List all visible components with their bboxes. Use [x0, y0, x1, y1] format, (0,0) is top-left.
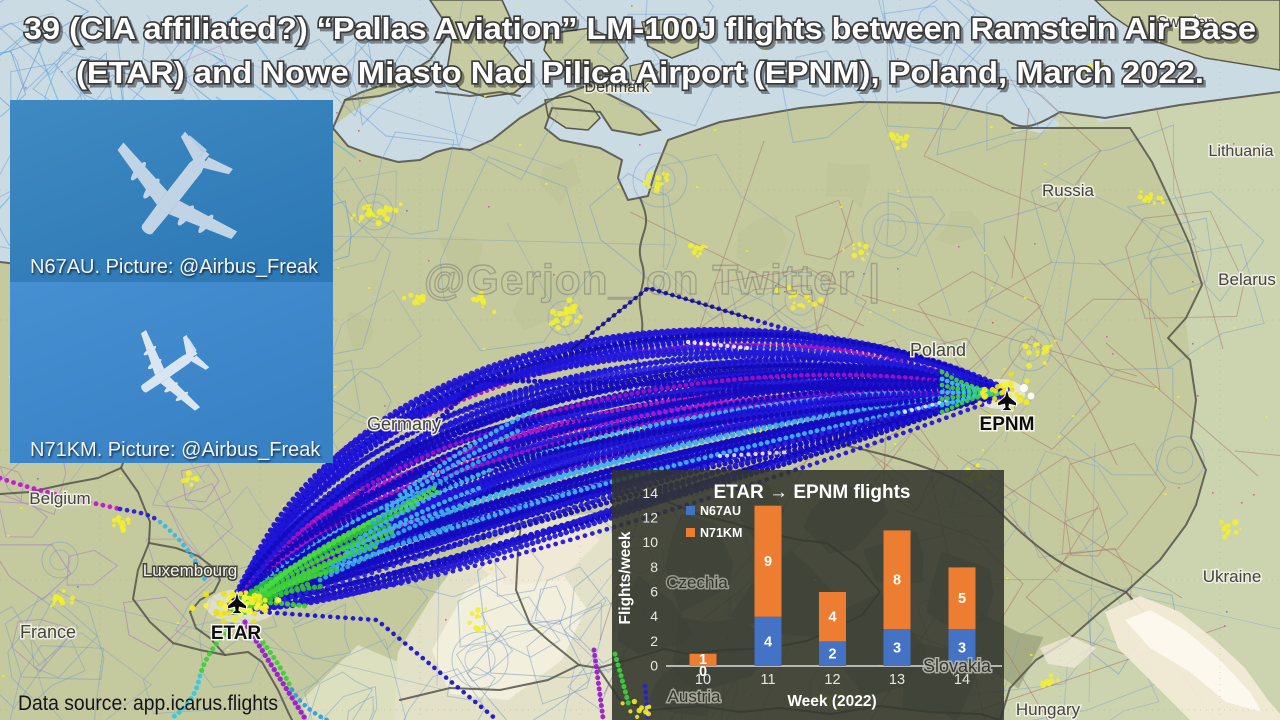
svg-text:5: 5 — [958, 591, 966, 607]
svg-text:Slovakia: Slovakia — [923, 656, 992, 676]
svg-text:France: France — [20, 622, 76, 642]
svg-text:(ETAR) and Nowe Miasto Nad Pil: (ETAR) and Nowe Miasto Nad Pilica Airpor… — [79, 58, 1207, 93]
svg-text:Flights/week: Flights/week — [617, 531, 634, 624]
svg-text:N67AU: N67AU — [700, 504, 741, 518]
svg-text:Poland: Poland — [910, 340, 966, 360]
svg-text:2: 2 — [828, 647, 836, 663]
svg-text:0: 0 — [650, 658, 658, 674]
svg-text:@Gerjon_ on Twitter |: @Gerjon_ on Twitter | — [424, 256, 880, 304]
svg-text:13: 13 — [889, 672, 905, 688]
svg-text:Hungary: Hungary — [1016, 700, 1081, 719]
svg-text:14: 14 — [954, 672, 970, 688]
svg-text:39 (CIA affiliated?) “Pallas A: 39 (CIA affiliated?) “Pallas Aviation” L… — [27, 14, 1259, 49]
svg-text:6: 6 — [650, 584, 658, 600]
svg-text:Belgium: Belgium — [29, 489, 90, 508]
svg-text:4: 4 — [828, 610, 836, 626]
svg-text:3: 3 — [958, 641, 966, 657]
svg-text:EPNM: EPNM — [980, 414, 1035, 435]
svg-text:Russia: Russia — [1042, 181, 1095, 200]
svg-text:ETAR → EPNM flights: ETAR → EPNM flights — [713, 482, 910, 503]
svg-text:8: 8 — [893, 573, 901, 589]
svg-text:10: 10 — [695, 672, 711, 688]
svg-text:Germany: Germany — [367, 414, 441, 434]
svg-text:14: 14 — [642, 485, 658, 501]
svg-text:2: 2 — [650, 633, 658, 649]
svg-text:4: 4 — [764, 634, 772, 650]
svg-text:12: 12 — [824, 672, 840, 688]
svg-text:0: 0 — [699, 664, 707, 680]
svg-text:Austria: Austria — [668, 687, 721, 706]
svg-text:Czechia: Czechia — [666, 573, 728, 592]
svg-text:N71KM: N71KM — [700, 526, 742, 540]
svg-text:1: 1 — [699, 652, 707, 668]
svg-text:(ETAR) and Nowe Miasto Nad Pil: (ETAR) and Nowe Miasto Nad Pilica Airpor… — [76, 55, 1204, 90]
svg-text:ETAR: ETAR — [211, 623, 262, 644]
svg-text:11: 11 — [760, 672, 775, 688]
svg-text:4: 4 — [650, 608, 658, 624]
svg-text:Belarus: Belarus — [1218, 270, 1276, 289]
svg-text:39 (CIA affiliated?) “Pallas A: 39 (CIA affiliated?) “Pallas Aviation” L… — [24, 11, 1256, 46]
svg-text:Lithuania: Lithuania — [1209, 143, 1274, 160]
svg-text:8: 8 — [650, 559, 658, 575]
svg-text:Week (2022): Week (2022) — [787, 693, 876, 710]
svg-text:Denmark: Denmark — [585, 79, 651, 96]
svg-text:Sweden: Sweden — [1157, 14, 1215, 31]
svg-text:3: 3 — [893, 641, 901, 657]
svg-text:12: 12 — [642, 510, 658, 526]
svg-text:Data source: app.icarus.flight: Data source: app.icarus.flights — [18, 692, 278, 715]
svg-text:9: 9 — [764, 554, 772, 570]
svg-text:Luxembourg: Luxembourg — [143, 561, 238, 580]
svg-text:10: 10 — [642, 534, 658, 550]
svg-text:Ukraine: Ukraine — [1203, 567, 1262, 586]
